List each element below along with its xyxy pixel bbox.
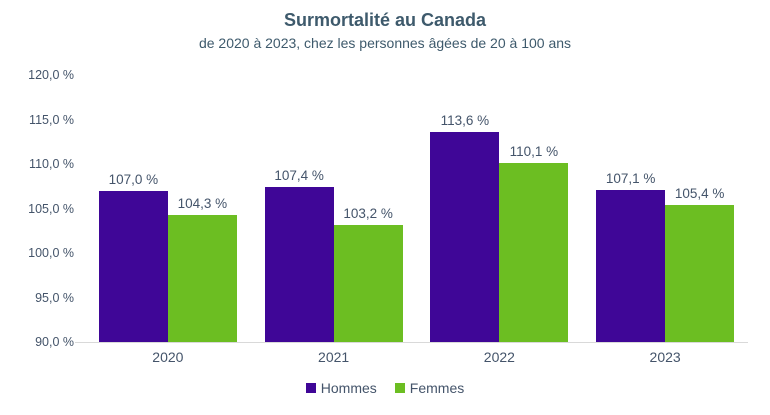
bar-value-label: 113,6 % [440,113,490,128]
bar-pair: 113,6 % 110,1 % [430,113,569,342]
legend-marker-hommes [305,383,316,393]
y-axis: 120,0 % 115,0 % 110,0 % 105,0 % 100,0 % 95,0 … [4,0,74,415]
bar-value-label: 105,4 % [674,186,725,201]
bar-femmes-2022: 110,1 % [499,144,569,342]
y-tick-label: 100,0 % [28,246,74,260]
y-tick-label: 110,0 % [29,157,74,171]
y-tick-label: 120,0 % [28,68,74,82]
x-axis: 2020 2021 2022 2023 [85,349,748,365]
y-tick-label: 90,0 % [35,335,74,349]
bar-group-2020: 107,0 % 104,3 % [85,75,251,342]
bar-group-2022: 113,6 % 110,1 % [417,75,583,342]
bar-pair: 107,4 % 103,2 % [264,168,403,342]
bar-value-label: 107,4 % [274,168,324,183]
bar-hommes-2023: 107,1 % [596,171,666,342]
bar-pair: 107,0 % 104,3 % [98,172,237,342]
legend-label: Hommes [320,380,377,396]
bar-group-2021: 107,4 % 103,2 % [251,75,417,342]
y-tick-label: 105,0 % [28,201,74,216]
bar-value-label: 104,3 % [177,196,228,211]
x-tick-label: 2023 [649,349,681,365]
legend-item-femmes: Femmes [394,380,465,396]
chart-subtitle: de 2020 à 2023, chez les personnes âgées… [198,35,572,51]
bar-value-label: 107,0 % [108,172,159,187]
y-tick-label: 95,0 % [35,290,74,305]
bar-hommes-2022: 113,6 % [430,113,500,342]
bar-femmes-2021: 103,2 % [333,206,403,342]
legend-label: Femmes [409,380,465,396]
x-tick-label: 2020 [152,349,184,365]
plot-area: 107,0 % 104,3 % 107,4 % 103,2 % 113,6 % 110,1… [85,75,748,342]
chart-title: Surmortalité au Canada [283,10,487,30]
bar-value-label: 110,1 % [509,144,559,159]
legend-item-hommes: Hommes [305,380,377,396]
x-tick-label: 2022 [483,349,515,365]
bar-femmes-2023: 105,4 % [665,186,735,342]
x-axis-line [75,342,748,343]
legend-marker-femmes [394,383,405,393]
bar-pair: 107,1 % 105,4 % [596,171,735,342]
bar-group-2023: 107,1 % 105,4 % [582,75,748,342]
bar-femmes-2020: 104,3 % [167,196,237,342]
x-tick-label: 2021 [318,349,350,365]
bar-value-label: 107,1 % [605,171,656,186]
y-tick-label: 115,0 % [29,112,74,127]
bar-value-label: 103,2 % [343,206,393,221]
legend: Hommes Femmes [0,380,770,396]
bar-hommes-2021: 107,4 % [264,168,334,342]
bar-hommes-2020: 107,0 % [98,172,168,342]
